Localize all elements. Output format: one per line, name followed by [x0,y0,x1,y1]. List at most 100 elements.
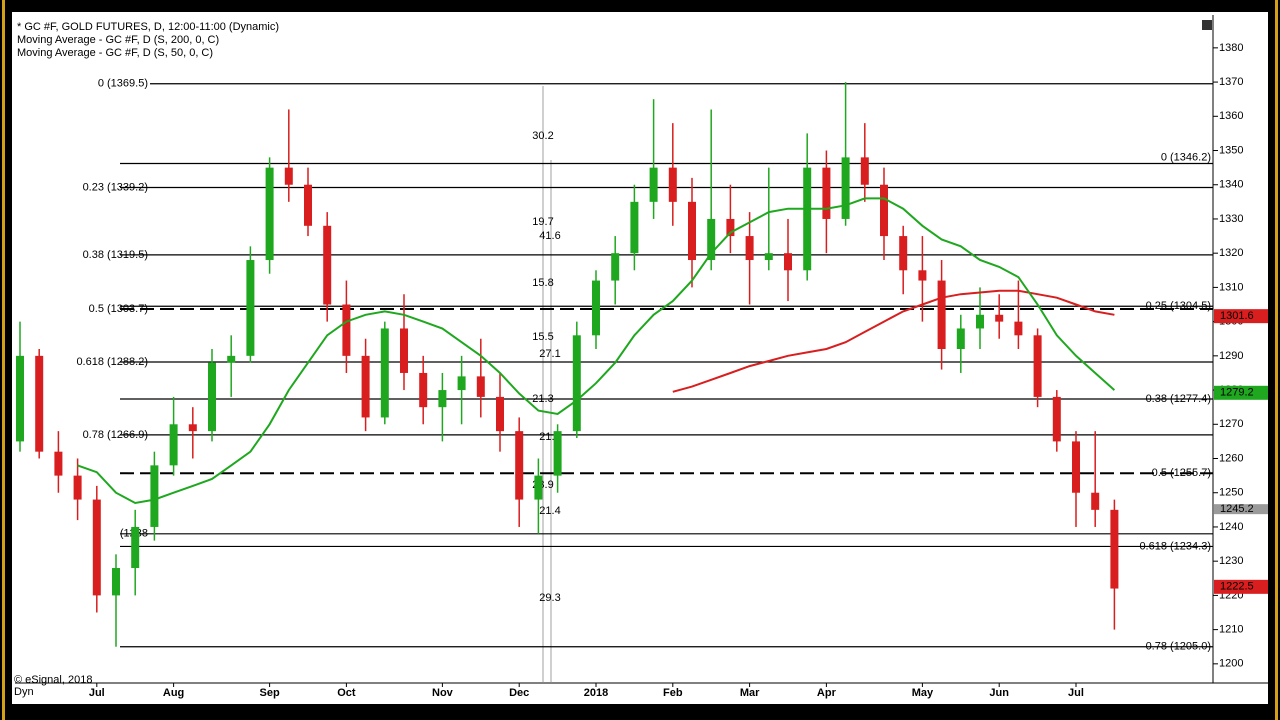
candle-body [457,376,466,391]
candle-body [976,314,984,329]
price-tag-label: 1301.6 [1220,310,1254,322]
y-tick-label: 1260 [1219,452,1243,464]
candle-body [899,236,908,271]
level-label: 0.5 (1255.7) [1152,467,1211,479]
candle-body [1014,321,1023,336]
candle-body [131,526,140,569]
candle-body [16,355,24,442]
candle-body [726,218,735,237]
candle-body [342,304,351,356]
candle-body [822,167,831,219]
x-tick-label: Mar [740,687,760,699]
x-tick-label: Nov [432,687,454,699]
panel-icon[interactable] [1202,20,1212,30]
price-tag [1214,504,1268,515]
x-tick-label: Jul [89,687,105,699]
candle-body [304,184,312,226]
candle-body [438,390,447,408]
y-tick-label: 1250 [1219,487,1243,499]
y-tick-label: 1200 [1219,658,1243,670]
price-tag-label: 1245.2 [1220,503,1254,515]
annotation: 19.7 [532,216,553,228]
y-tick-label: 1310 [1219,281,1243,293]
chart-title: * GC #F, GOLD FUTURES, D, 12:00-11:00 (D… [17,21,279,33]
y-tick-label: 1330 [1219,213,1243,225]
frame-edge [1275,0,1278,720]
annotation: 29.3 [539,592,560,604]
candle-body [860,157,869,185]
annotation: 15.8 [532,277,553,289]
candle-body [553,431,562,476]
candle-body [572,335,581,432]
candle-body [361,355,370,418]
y-tick-label: 1340 [1219,179,1243,191]
price-tag [1214,579,1268,594]
candle-body [73,475,82,500]
x-tick-label: Aug [163,687,184,699]
level-label: 0.38 (1319.5) [83,249,148,261]
canvas [12,12,1268,704]
level-label: 0.618 (1234.3) [1139,540,1211,552]
x-tick-label: Apr [817,687,837,699]
y-tick-label: 1380 [1219,42,1243,54]
moving-average-line [77,197,1116,505]
x-tick-label: Sep [260,687,280,699]
candle-body [534,475,543,500]
candle-body [112,568,120,596]
y-tick-label: 1270 [1219,418,1243,430]
y-tick-label: 1240 [1219,521,1243,533]
y-tick-label: 1320 [1219,247,1243,259]
candle-body [169,424,178,466]
candle-body [630,201,639,254]
candle-body [265,167,274,261]
x-tick-label: Dec [509,687,529,699]
candle-body [1072,441,1080,493]
mode-label: Dyn [14,686,34,698]
y-tick-label: 1360 [1219,110,1243,122]
candle-body [784,253,792,271]
candle-body [803,167,812,271]
candle-body [918,270,927,281]
candle-body [745,236,754,261]
level-label: 0.78 (1266.9) [83,429,148,441]
candle-body [150,465,159,527]
candle-body [1091,492,1100,510]
level-label: 0.38 (1277.4) [1146,393,1211,405]
candle-body [208,362,216,432]
candle-body [400,328,408,373]
candle-body [956,328,965,349]
candle-body [515,431,524,500]
frame-edge [2,0,5,720]
candle-body [323,225,332,305]
moving-average-line [672,289,1115,393]
candle-body [880,184,888,237]
x-tick-label: 2018 [584,687,608,699]
candle-body [1033,335,1042,397]
y-tick-label: 1210 [1219,624,1243,636]
level-label: 0.618 (1288.2) [76,356,148,368]
candle-body [188,424,197,432]
candle-body [246,260,255,356]
candle-body [92,499,101,596]
candle-body [707,218,716,261]
level-label: 0.78 (1205.0) [1146,641,1211,653]
candle-body [476,376,485,397]
candle-body [841,157,850,219]
y-tick-label: 1350 [1219,144,1243,156]
level-label: 0.25 (1304.5) [1146,300,1211,312]
candle-body [668,167,677,202]
price-tag-label: 1222.5 [1220,581,1254,593]
level-label: 0.5 (1303.7) [89,303,148,315]
candle-body [284,167,293,185]
legend-entry: Moving Average - GC #F, D (S, 50, 0, C) [17,47,213,59]
x-tick-label: Oct [337,687,356,699]
candle-body [380,328,389,418]
candle-body [496,396,504,432]
candle-body [419,372,428,408]
legend-entry: Moving Average - GC #F, D (S, 200, 0, C) [17,34,219,46]
candle-body [937,280,946,349]
price-tag [1214,309,1268,324]
annotation: 15.5 [532,331,553,343]
candle-body [54,451,63,476]
x-tick-label: May [912,687,934,699]
